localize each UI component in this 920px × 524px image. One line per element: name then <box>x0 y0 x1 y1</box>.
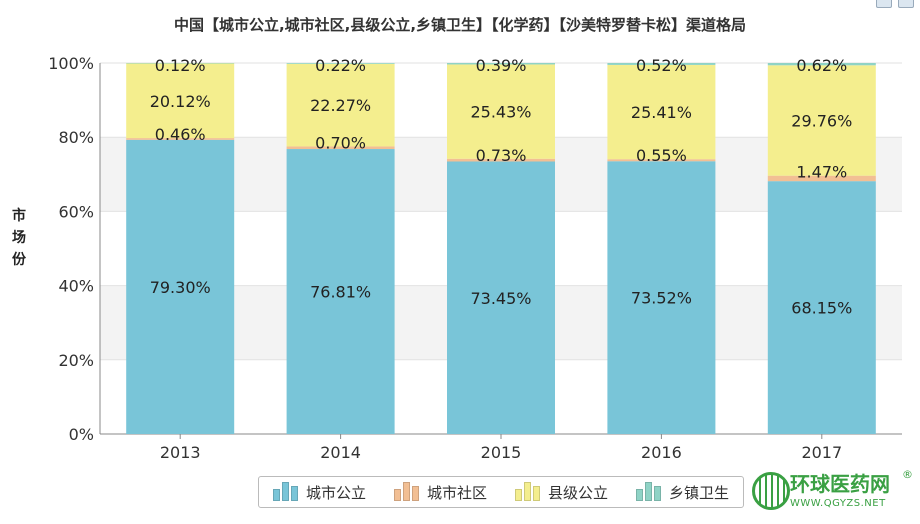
x-tick-label: 2017 <box>801 443 842 462</box>
x-tick-label: 2014 <box>320 443 361 462</box>
bar-segment-2014-2[interactable] <box>286 146 395 150</box>
x-tick-label: 2013 <box>160 443 201 462</box>
data-label: 68.15% <box>791 299 852 318</box>
data-label: 0.12% <box>155 56 206 75</box>
data-label: 73.52% <box>631 289 692 308</box>
bar-chart-icon <box>393 482 419 501</box>
legend-label: 县级公立 <box>547 483 608 502</box>
y-tick-label: 100% <box>48 54 94 73</box>
bar-segment-2014-3[interactable] <box>286 63 395 147</box>
legend-label: 城市公立 <box>305 483 366 502</box>
y-tick-label: 0% <box>69 425 94 444</box>
bar-segment-2015-2[interactable] <box>447 158 555 162</box>
bar-segment-2016-3[interactable] <box>607 64 716 160</box>
data-label: 0.39% <box>476 56 527 75</box>
chart-title: 中国【城市公立,城市社区,县级公立,乡镇卫生】【化学药】【沙美特罗替卡松】渠道格… <box>173 16 747 34</box>
bar-segment-2015-3[interactable] <box>447 64 555 159</box>
data-label: 22.27% <box>310 96 371 115</box>
legend-item-4[interactable]: 乡镇卫生 <box>635 482 729 503</box>
bar-segment-2016-1[interactable] <box>607 161 716 435</box>
bar-segment-2017-4[interactable] <box>767 63 876 66</box>
y-tick-label: 40% <box>58 277 94 296</box>
y-tick-label: 20% <box>58 351 94 370</box>
x-tick-label: 2015 <box>481 443 522 462</box>
bar-segment-2016-2[interactable] <box>607 159 716 162</box>
bar-segment-2013-4[interactable] <box>126 63 235 64</box>
data-label: 0.46% <box>155 125 206 144</box>
stacked-bar-chart: 0% 20% 40% 60% 80% 100% 79.30% 0.46% 20.12% 0.12%… <box>48 54 902 462</box>
data-label: 0.70% <box>315 133 366 152</box>
save-image-icon[interactable] <box>876 0 892 8</box>
legend-item-1[interactable]: 城市公立 <box>272 482 366 503</box>
brand-logo: 环球医药网 ® WWW.QGYZS.NET <box>752 468 917 518</box>
legend-label: 乡镇卫生 <box>668 483 729 502</box>
legend-label: 城市社区 <box>426 483 487 502</box>
bar-segment-2013-1[interactable] <box>126 139 235 434</box>
data-label: 1.47% <box>796 163 847 182</box>
globe-icon <box>752 472 790 510</box>
bar-segment-2017-3[interactable] <box>767 65 876 176</box>
data-label: 29.76% <box>791 112 852 131</box>
y-axis-label: 市场份 <box>12 208 26 268</box>
menu-icon[interactable] <box>898 0 914 8</box>
data-label: 0.22% <box>315 56 366 75</box>
registered-mark: ® <box>902 468 913 481</box>
bar-segment-2015-4[interactable] <box>447 63 555 65</box>
bar-chart-icon <box>272 482 298 501</box>
data-label: 0.62% <box>796 56 847 75</box>
data-label: 0.55% <box>636 146 687 165</box>
bar-segment-2016-4[interactable] <box>607 63 716 65</box>
brand-url: WWW.QGYZS.NET <box>790 498 886 509</box>
bar-segment-2015-1[interactable] <box>447 161 555 435</box>
data-label: 76.81% <box>310 283 371 302</box>
y-tick-label: 60% <box>58 202 94 221</box>
data-label: 25.43% <box>470 103 531 122</box>
x-tick-label: 2016 <box>641 443 682 462</box>
data-label: 25.41% <box>631 103 692 122</box>
data-label: 0.73% <box>476 146 527 165</box>
chart-toolbar[interactable] <box>876 0 914 8</box>
bar-segment-2017-2[interactable] <box>767 175 876 182</box>
data-label: 73.45% <box>470 289 531 308</box>
data-label: 20.12% <box>150 92 211 111</box>
data-label: 0.52% <box>636 56 687 75</box>
data-label: 79.30% <box>150 278 211 297</box>
bar-chart-icon <box>514 482 540 501</box>
bar-segment-2014-1[interactable] <box>286 149 395 434</box>
legend-item-3[interactable]: 县级公立 <box>514 482 608 503</box>
bar-segment-2017-1[interactable] <box>767 181 876 434</box>
legend[interactable]: 城市公立 城市社区 县级公立 乡镇卫生 <box>258 476 744 508</box>
y-tick-label: 80% <box>58 128 94 147</box>
bar-segment-2014-4[interactable] <box>286 63 395 64</box>
bar-chart-icon <box>635 482 661 501</box>
legend-item-2[interactable]: 城市社区 <box>393 482 487 503</box>
bar-segment-2013-3[interactable] <box>126 63 235 139</box>
brand-name: 环球医药网 <box>790 472 890 496</box>
bar-segment-2013-2[interactable] <box>126 138 235 140</box>
